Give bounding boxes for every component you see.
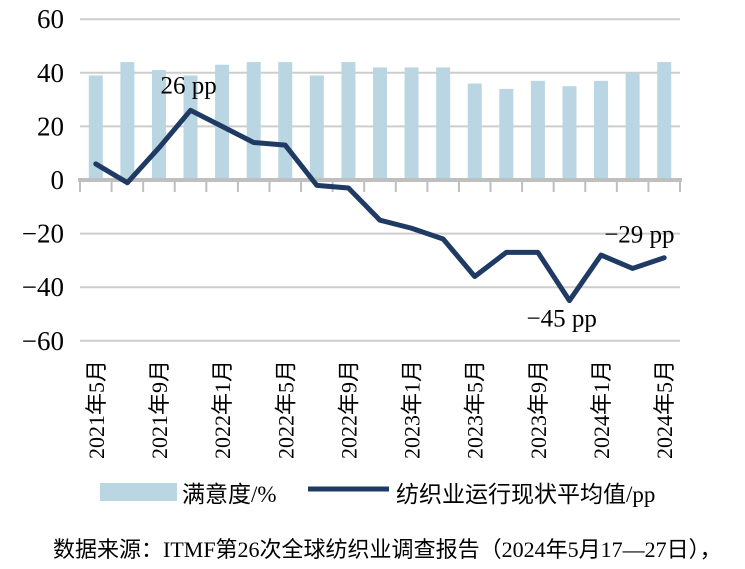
bar [562, 86, 577, 180]
annotation: 26 pp [161, 72, 217, 99]
y-axis-label: −20 [22, 219, 64, 249]
bar [120, 62, 135, 180]
bar [278, 62, 293, 180]
bar [88, 75, 103, 180]
bar [594, 80, 609, 180]
plot-area: 60 40 20 0 −20 −40 −60 26 pp −45 pp −29 pp 2021年5月… [22, 4, 682, 459]
bar [341, 62, 356, 180]
x-axis-label: 2022年1月 [210, 360, 235, 459]
bar [436, 67, 451, 180]
annotation: −45 pp [526, 306, 596, 333]
x-axis-label: 2023年1月 [400, 360, 425, 459]
x-axis-label: 2024年1月 [589, 360, 614, 459]
x-axis-label: 2021年9月 [147, 360, 172, 459]
x-axis-label: 2022年9月 [336, 360, 361, 459]
bar [246, 62, 261, 180]
source-note: 数据来源：ITMF第26次全球纺织业调查报告（2024年5月17—27日）， [53, 537, 722, 562]
x-axis-label: 2024年5月 [652, 360, 677, 459]
y-axis-label: 40 [37, 58, 64, 88]
bar [215, 64, 230, 180]
legend-bar-swatch [100, 483, 177, 501]
trend-line [93, 107, 667, 304]
legend-bar-label: 满意度/% [182, 482, 277, 507]
bar [183, 75, 198, 180]
annotation: −29 pp [604, 222, 674, 249]
bar [467, 83, 482, 180]
bar [499, 88, 514, 180]
x-axis-label: 2023年9月 [526, 360, 551, 459]
y-axis-label: 0 [51, 165, 65, 195]
bar [404, 67, 419, 180]
bar [657, 62, 672, 180]
y-axis-label: −60 [22, 326, 64, 356]
x-axis-label: 2023年5月 [463, 360, 488, 459]
y-axis-label: −40 [22, 272, 64, 302]
legend-line-label: 纺织业运行现状平均值/pp [396, 482, 655, 507]
y-axis-label: 20 [37, 111, 64, 141]
y-axis-label: 60 [37, 4, 64, 34]
bar [309, 75, 324, 180]
x-axis-label: 2021年5月 [84, 360, 109, 459]
bar [625, 72, 640, 180]
bar [530, 80, 545, 180]
chart-legend: 满意度/% 纺织业运行现状平均值/pp [100, 482, 655, 507]
bar [373, 67, 387, 180]
x-axis-label: 2022年5月 [273, 360, 298, 459]
